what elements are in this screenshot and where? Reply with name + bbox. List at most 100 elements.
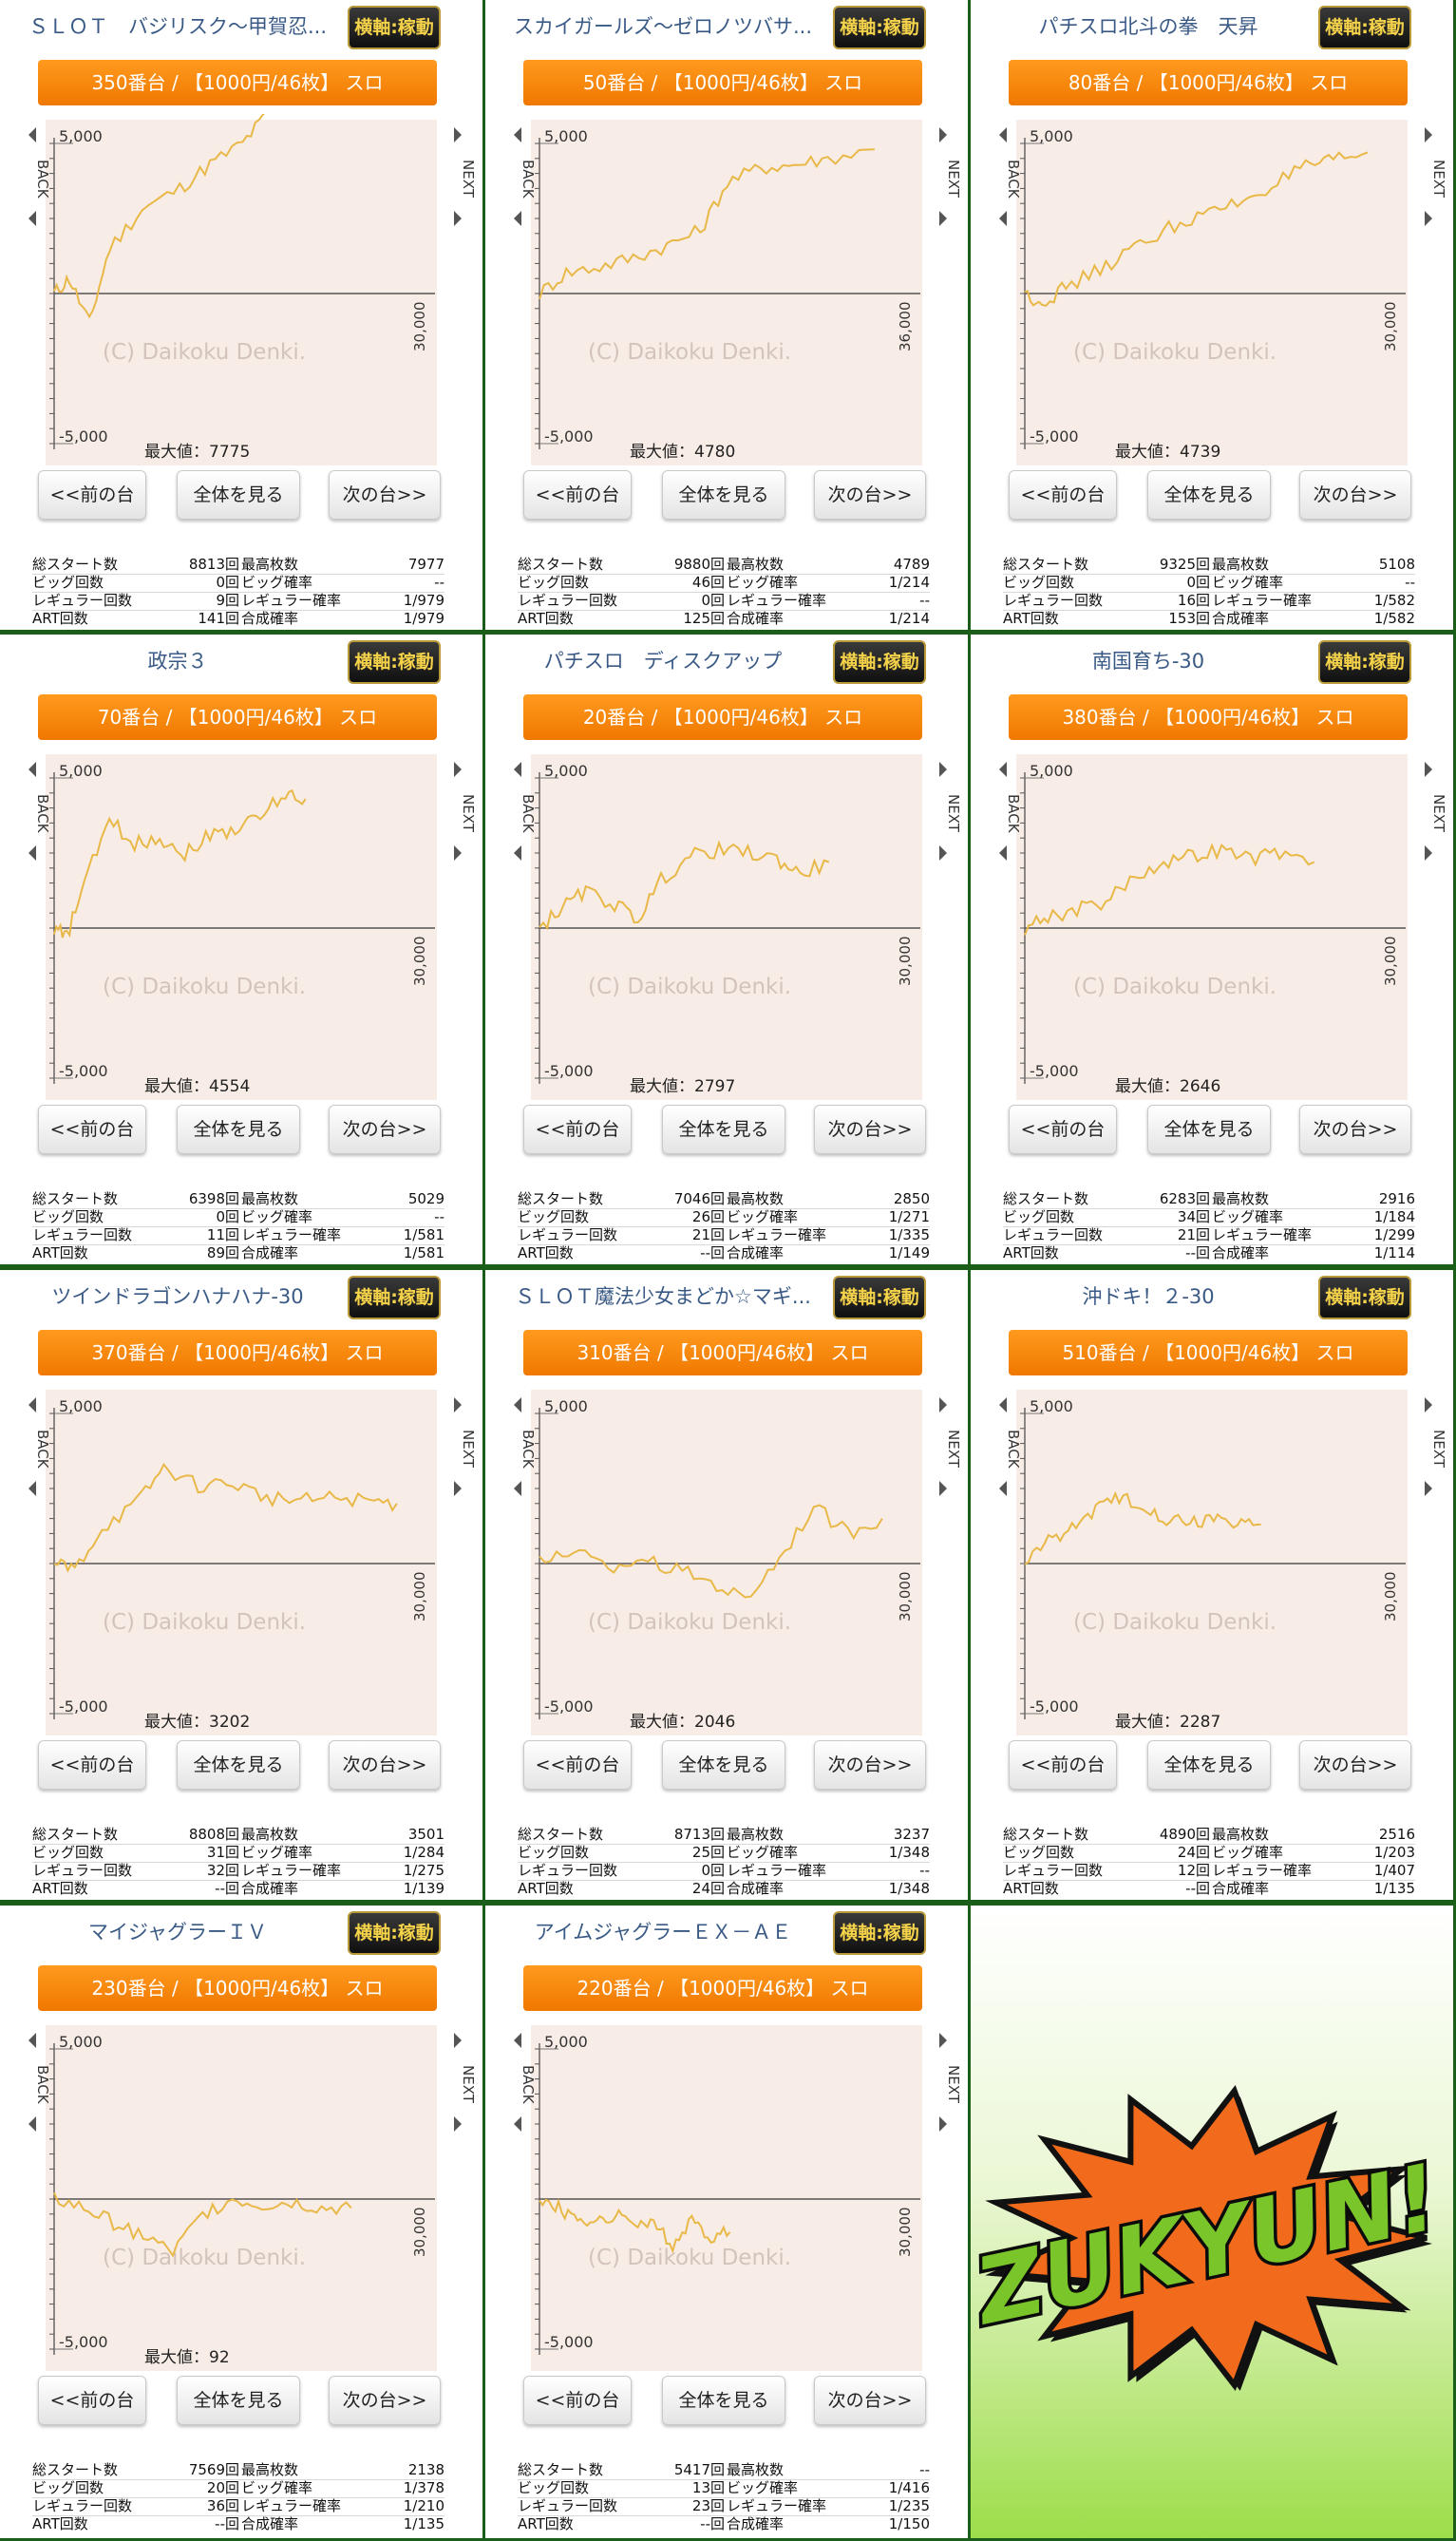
next-machine-button[interactable]: 次の台>> <box>1299 470 1411 520</box>
axis-mode-badge[interactable]: 横軸:稼動 <box>348 640 441 684</box>
next-machine-button[interactable]: 次の台>> <box>329 2376 441 2425</box>
stats-row-divider <box>32 592 444 593</box>
stats-row: ビッグ回数 25回 ビッグ確率 1/348 <box>518 1844 930 1862</box>
stat-label: ART回数 <box>518 610 574 627</box>
next-machine-button[interactable]: 次の台>> <box>814 2376 926 2425</box>
unit-info-bar: 20番台 / 【1000円/46枚】 スロ <box>523 694 922 740</box>
machine-title[interactable]: パチスロ北斗の拳 天昇 <box>1038 15 1258 38</box>
stat-value: 1/378 <box>403 2479 444 2496</box>
machine-title[interactable]: アイムジャグラーＥＸ－ＡＥ <box>534 1921 792 1944</box>
stats-row: ビッグ回数 26回 ビッグ確率 1/271 <box>518 1208 930 1226</box>
view-all-button[interactable]: 全体を見る <box>662 1105 785 1154</box>
machine-title[interactable]: パチスロ ディスクアップ <box>543 650 783 673</box>
axis-mode-badge[interactable]: 横軸:稼動 <box>833 1276 926 1319</box>
prev-machine-button[interactable]: <<前の台 <box>1009 1105 1117 1154</box>
view-all-button[interactable]: 全体を見る <box>662 470 785 520</box>
stat-label: ART回数 <box>518 1880 574 1897</box>
slump-series-line <box>539 1504 883 1599</box>
machine-title[interactable]: ツインドラゴンハナハナ-30 <box>51 1285 304 1308</box>
stats-row-divider <box>518 592 930 593</box>
prev-machine-button[interactable]: <<前の台 <box>38 1740 146 1790</box>
stats-row: レギュラー回数 21回 レギュラー確率 1/335 <box>518 1226 930 1244</box>
axis-mode-badge[interactable]: 横軸:稼動 <box>348 1911 441 1955</box>
back-arrow-icon <box>999 211 1007 226</box>
stat-label: 最高枚数 <box>727 2461 785 2478</box>
stat-label: 合成確率 <box>1212 610 1270 627</box>
x-max-label: 30,000 <box>411 937 428 987</box>
prev-machine-button[interactable]: <<前の台 <box>523 2376 632 2425</box>
stats-row: レギュラー回数 23回 レギュラー確率 1/235 <box>518 2497 930 2515</box>
view-all-button[interactable]: 全体を見る <box>662 1740 785 1790</box>
stat-value: 11回 <box>206 1226 239 1243</box>
next-machine-button[interactable]: 次の台>> <box>814 1740 926 1790</box>
copyright-watermark: (C) Daikoku Denki. <box>103 1610 306 1635</box>
machine-title[interactable]: 沖ドキ！２-30 <box>1082 1285 1215 1308</box>
machine-title[interactable]: ＳＬＯＴ魔法少女まどか☆マギ... <box>515 1285 811 1308</box>
next-machine-button[interactable]: 次の台>> <box>329 1740 441 1790</box>
axis-mode-badge[interactable]: 横軸:稼動 <box>833 1911 926 1955</box>
stat-label: レギュラー回数 <box>32 592 133 609</box>
axis-mode-badge[interactable]: 横軸:稼動 <box>1318 6 1411 49</box>
stat-value: 1/407 <box>1373 1862 1415 1879</box>
next-arrow-up-icon <box>454 2033 462 2048</box>
axis-mode-badge[interactable]: 横軸:稼動 <box>348 1276 441 1319</box>
machine-title[interactable]: 政宗３ <box>147 650 208 673</box>
view-all-button[interactable]: 全体を見る <box>177 1105 300 1154</box>
machine-title[interactable]: 南国育ち-30 <box>1091 650 1205 673</box>
logo-panel: ZUKYUN! <box>971 1906 1453 2538</box>
prev-machine-button[interactable]: <<前の台 <box>1009 1740 1117 1790</box>
prev-machine-button[interactable]: <<前の台 <box>523 470 632 520</box>
prev-machine-button[interactable]: <<前の台 <box>38 470 146 520</box>
axis-mode-badge[interactable]: 横軸:稼動 <box>833 6 926 49</box>
prev-machine-button[interactable]: <<前の台 <box>523 1740 632 1790</box>
view-all-button[interactable]: 全体を見る <box>1147 470 1271 520</box>
stat-value: -- <box>919 592 930 609</box>
axis-mode-badge[interactable]: 横軸:稼動 <box>833 640 926 684</box>
stats-row-divider <box>32 2497 444 2498</box>
machine-title[interactable]: ＳＬＯＴ バジリスク～甲賀忍... <box>28 15 328 38</box>
y-min-label: -5,000 <box>544 2333 594 2351</box>
stats-row-divider <box>1003 1208 1415 1209</box>
y-max-label: 5,000 <box>1030 1397 1073 1415</box>
stats-row: ビッグ回数 0回 ビッグ確率 -- <box>1003 574 1415 592</box>
view-all-button[interactable]: 全体を見る <box>177 1740 300 1790</box>
next-machine-button[interactable]: 次の台>> <box>329 1105 441 1154</box>
view-all-button[interactable]: 全体を見る <box>177 470 300 520</box>
machine-title[interactable]: マイジャグラーＩＶ <box>88 1921 267 1944</box>
axis-mode-badge[interactable]: 横軸:稼動 <box>1318 640 1411 684</box>
next-machine-button[interactable]: 次の台>> <box>329 470 441 520</box>
machine-card: パチスロ北斗の拳 天昇 横軸:稼動 80番台 / 【1000円/46枚】 スロ 5,0… <box>971 0 1453 630</box>
stat-label: 最高枚数 <box>241 1826 299 1843</box>
stats-row: ART回数 --回 合成確率 1/139 <box>32 1880 444 1898</box>
prev-machine-button[interactable]: <<前の台 <box>1009 470 1117 520</box>
prev-machine-button[interactable]: <<前の台 <box>38 2376 146 2425</box>
view-all-button[interactable]: 全体を見る <box>662 2376 785 2425</box>
prev-machine-button[interactable]: <<前の台 <box>38 1105 146 1154</box>
slump-series-line <box>1024 151 1369 307</box>
stat-value: 1/348 <box>888 1880 930 1897</box>
stat-label: 合成確率 <box>241 610 299 627</box>
next-machine-button[interactable]: 次の台>> <box>814 1105 926 1154</box>
prev-machine-button[interactable]: <<前の台 <box>523 1105 632 1154</box>
view-all-button[interactable]: 全体を見る <box>1147 1740 1271 1790</box>
x-max-label: 30,000 <box>897 2208 914 2258</box>
axis-mode-badge[interactable]: 横軸:稼動 <box>348 6 441 49</box>
axis-mode-badge[interactable]: 横軸:稼動 <box>1318 1276 1411 1319</box>
view-all-button[interactable]: 全体を見る <box>1147 1105 1271 1154</box>
stats-row-divider <box>32 1880 444 1881</box>
back-label: BACK <box>1005 160 1022 199</box>
next-machine-button[interactable]: 次の台>> <box>1299 1105 1411 1154</box>
x-max-label: 30,000 <box>1382 1572 1399 1622</box>
machine-title[interactable]: スカイガールズ～ゼロノツバサ... <box>513 15 813 38</box>
stat-label: レギュラー回数 <box>1003 1226 1104 1243</box>
stat-value: 8813回 <box>188 556 239 573</box>
next-machine-button[interactable]: 次の台>> <box>814 470 926 520</box>
x-max-label: 30,000 <box>411 2208 428 2258</box>
view-all-button[interactable]: 全体を見る <box>177 2376 300 2425</box>
stats-row-divider <box>32 574 444 575</box>
stat-label: 合成確率 <box>1212 1244 1270 1261</box>
y-min-label: -5,000 <box>59 1697 108 1716</box>
next-machine-button[interactable]: 次の台>> <box>1299 1740 1411 1790</box>
stats-row: ART回数 153回 合成確率 1/582 <box>1003 610 1415 628</box>
copyright-watermark: (C) Daikoku Denki. <box>1073 1610 1276 1635</box>
